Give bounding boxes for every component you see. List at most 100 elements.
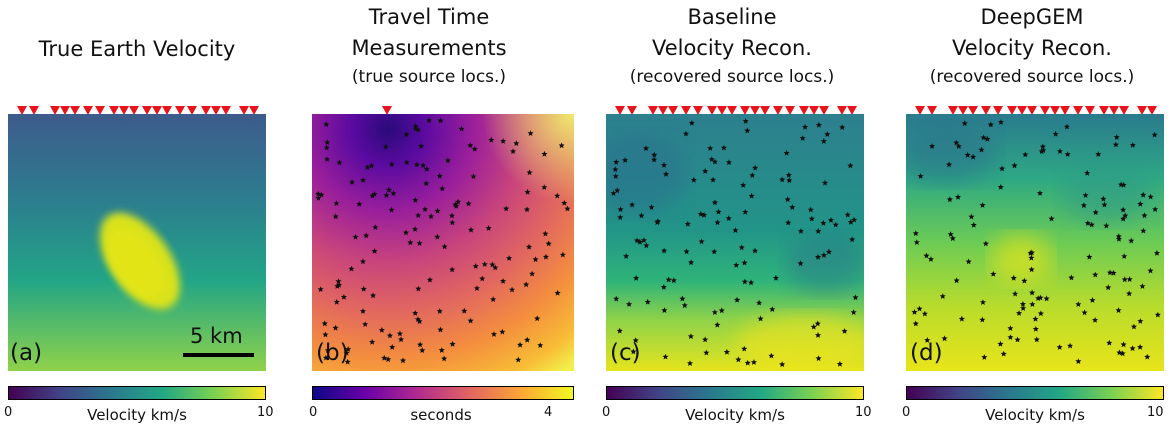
star-icon <box>714 219 721 226</box>
star-icon <box>490 296 497 302</box>
star-icon <box>359 258 366 265</box>
star-icon <box>1028 254 1035 261</box>
red-triangle-icon <box>201 106 211 115</box>
star-icon <box>398 336 405 343</box>
star-icon <box>362 321 369 327</box>
panel-d-title-line2: Velocity Recon. <box>951 36 1112 60</box>
star-icon <box>735 356 742 363</box>
star-icon <box>748 192 755 199</box>
star-icon <box>1084 169 1091 176</box>
star-icon <box>448 212 455 219</box>
star-icon <box>929 143 936 149</box>
star-icon <box>740 182 747 188</box>
star-icon <box>343 349 350 356</box>
star-icon <box>786 177 793 184</box>
star-icon <box>1027 250 1034 256</box>
red-triangle-icon <box>109 106 119 115</box>
red-triangle-icon <box>1007 106 1017 115</box>
star-icon <box>1020 305 1027 311</box>
star-icon <box>1122 212 1129 219</box>
red-triangle-icon <box>627 106 637 115</box>
star-icon <box>333 298 340 305</box>
star-icon <box>1130 323 1137 330</box>
star-icon <box>348 265 355 272</box>
panel-c-title: Baseline Velocity Recon. (recovered sour… <box>597 2 867 90</box>
star-icon <box>633 274 640 281</box>
star-icon <box>419 347 426 353</box>
star-icon <box>1153 249 1160 256</box>
star-icon <box>779 176 786 183</box>
red-triangle-icon <box>221 106 231 115</box>
panel-b-title-line3: (true source locs.) <box>351 67 507 87</box>
star-icon <box>981 354 988 360</box>
star-icon <box>690 176 697 183</box>
star-icon <box>946 161 953 168</box>
star-icon <box>324 156 331 162</box>
star-icon <box>703 349 710 356</box>
star-icon <box>1113 134 1120 140</box>
star-icon <box>524 188 531 195</box>
receiver-row <box>382 106 392 115</box>
red-triangle-icon <box>211 106 221 115</box>
star-icon <box>344 358 351 365</box>
red-triangle-icon <box>95 106 105 115</box>
panel-c-label: (c) <box>610 340 641 366</box>
star-icon <box>413 161 420 168</box>
star-icon <box>799 135 806 141</box>
star-icon <box>815 355 822 362</box>
star-icon <box>490 331 497 337</box>
star-icon <box>955 193 962 200</box>
star-icon <box>682 130 689 137</box>
star-icon <box>1141 212 1148 219</box>
star-icon <box>982 240 989 247</box>
star-icon <box>836 360 843 367</box>
star-icon <box>734 296 741 303</box>
star-icon <box>990 270 997 277</box>
panel-d-title: DeepGEM Velocity Recon. (recovered sourc… <box>897 2 1167 90</box>
star-icon <box>1128 237 1135 244</box>
red-triangle-icon <box>1137 106 1147 115</box>
star-icon <box>797 260 804 267</box>
star-icon <box>545 240 552 247</box>
star-icon <box>422 206 429 212</box>
star-icon <box>1082 192 1089 198</box>
star-icon <box>324 347 331 353</box>
star-icon <box>1115 233 1122 240</box>
star-icon <box>503 205 510 212</box>
star-icon <box>707 145 714 151</box>
star-icon <box>524 336 531 343</box>
star-icon <box>479 275 486 282</box>
star-icon <box>336 159 343 166</box>
panel-c-title-line2: Velocity Recon. <box>651 36 812 60</box>
star-icon <box>481 261 488 267</box>
panel-d-title-line3: (recovered source locs.) <box>929 67 1135 87</box>
star-icon <box>1035 295 1042 301</box>
star-icon <box>665 276 672 283</box>
star-icon <box>461 307 468 314</box>
red-triangle-icon <box>1017 106 1027 115</box>
star-icon <box>711 199 718 206</box>
star-icon <box>785 219 792 226</box>
star-icon <box>1068 274 1075 281</box>
star-icon <box>732 227 739 233</box>
star-icon <box>808 215 815 222</box>
star-icon <box>1016 310 1023 316</box>
star-icon <box>1063 123 1070 130</box>
star-icon <box>613 295 620 302</box>
red-triangle-icon <box>1119 106 1129 115</box>
star-icon <box>1048 215 1055 222</box>
star-icon <box>769 306 776 312</box>
star-icon <box>636 238 643 245</box>
source-locations <box>315 117 571 365</box>
star-icon <box>643 145 650 151</box>
star-icon <box>958 315 965 322</box>
star-icon <box>388 206 395 213</box>
source-locations <box>911 119 1161 364</box>
star-icon <box>687 360 694 366</box>
star-icon <box>1147 193 1154 200</box>
red-triangle-icon <box>837 106 847 115</box>
star-icon <box>947 231 954 237</box>
star-icon <box>661 247 668 254</box>
star-icon <box>1147 267 1154 274</box>
star-icon <box>472 263 479 269</box>
